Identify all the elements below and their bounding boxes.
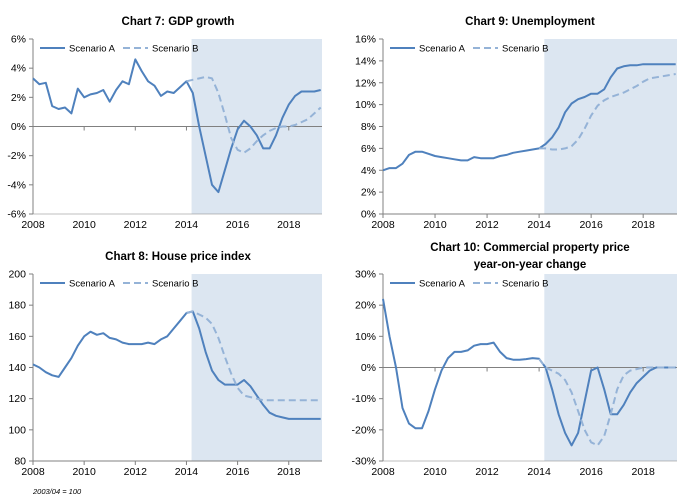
commercial-property-x-tick-label: 2014: [527, 466, 551, 478]
commercial-property-y-tick-label: 20%: [355, 300, 376, 312]
gdp-series-scenario-a: [32, 58, 321, 194]
unemployment-legend-scenario-a-label: Scenario A: [419, 44, 466, 55]
gdp-x-tick-label: 2016: [226, 219, 250, 231]
commercial-property-y-tick-label: -20%: [351, 424, 376, 436]
commercial-property-y-tick-label: -30%: [351, 456, 376, 468]
unemployment-x-tick-label: 2012: [475, 219, 499, 231]
gdp-series-scenario-b: [186, 75, 322, 154]
unemployment-x-tick-label: 2014: [527, 219, 551, 231]
house-price-y-tick-label: 180: [8, 300, 26, 312]
commercial-property-x-tick-label: 2010: [423, 466, 447, 478]
unemployment-y-tick-label: 8%: [361, 121, 376, 133]
unemployment-title-line-1: Chart 9: Unemployment: [465, 16, 595, 28]
house-price-title-line-1: Chart 8: House price index: [105, 251, 251, 263]
unemployment-x-tick-label: 2008: [371, 219, 395, 231]
house-price-x-tick-label: 2010: [72, 466, 96, 478]
house-price-index-chart: Chart 8: House price index 80 100 120 140 160…: [8, 251, 322, 478]
house-price-legend-scenario-b-label: Scenario B: [152, 279, 198, 290]
gdp-x-tick-label: 2008: [21, 219, 45, 231]
commercial-property-x-tick-label: 2012: [475, 466, 499, 478]
commercial-property-y-tick-label: 30%: [355, 269, 376, 281]
house-price-y-tick-label: 200: [8, 269, 26, 281]
gdp-y-tick-label: -2%: [7, 150, 26, 162]
unemployment-y-tick-label: 14%: [355, 55, 376, 67]
house-price-projection-shade: [191, 274, 322, 461]
house-price-x-tick-label: 2016: [226, 466, 250, 478]
unemployment-x-tick-label: 2018: [631, 219, 655, 231]
house-price-x-tick-label: 2018: [277, 466, 301, 478]
gdp-y-tick-label: -4%: [7, 179, 26, 191]
unemployment-series-scenario-b: [539, 73, 676, 151]
gdp-title-line-1: Chart 7: GDP growth: [122, 16, 235, 28]
unemployment-y-tick-label: 2%: [361, 187, 376, 199]
gdp-legend-scenario-a-label: Scenario A: [69, 44, 116, 55]
gdp-x-tick-label: 2012: [124, 219, 148, 231]
commercial-property-title-line-2: year-on-year change: [474, 259, 587, 271]
house-price-x-tick-label: 2008: [21, 466, 45, 478]
commercial-property-x-tick-label: 2018: [631, 466, 655, 478]
unemployment-y-tick-label: 16%: [355, 34, 376, 46]
house-price-y-tick-label: 120: [8, 393, 26, 405]
house-price-y-tick-label: 100: [8, 424, 26, 436]
gdp-legend-scenario-b-label: Scenario B: [152, 44, 198, 55]
commercial-property-series-scenario-b: [538, 358, 676, 447]
house-price-series-scenario-b: [186, 310, 321, 402]
gdp-y-tick-label: 2%: [11, 92, 26, 104]
commercial-property-y-tick-label: 0%: [361, 362, 376, 374]
unemployment-y-tick-label: 6%: [361, 143, 376, 155]
unemployment-y-tick-label: 0%: [361, 209, 376, 221]
unemployment-y-tick-label: 4%: [361, 165, 376, 177]
gdp-x-tick-label: 2018: [277, 219, 301, 231]
house-price-series-scenario-a: [32, 310, 321, 420]
unemployment-y-tick-label: 12%: [355, 77, 376, 89]
house-price-y-tick-label: 80: [14, 456, 26, 468]
house-price-x-tick-label: 2014: [175, 466, 199, 478]
commercial-property-y-tick-label: 10%: [355, 331, 376, 343]
unemployment-chart: Chart 9: Unemployment 0% 2% 4% 6% 8% 10% 12% 14%…: [355, 16, 677, 231]
commercial-property-series-scenario-a: [382, 298, 676, 447]
commercial-property-price-chart: Chart 10: Commercial property price year-…: [351, 242, 677, 478]
house-price-y-tick-label: 160: [8, 331, 26, 343]
gdp-x-tick-label: 2014: [175, 219, 199, 231]
gdp-y-tick-label: 6%: [11, 34, 26, 46]
gdp-y-tick-label: 4%: [11, 63, 26, 75]
unemployment-y-tick-label: 10%: [355, 99, 376, 111]
unemployment-series-scenario-a: [382, 63, 676, 172]
commercial-property-legend-scenario-a-label: Scenario A: [419, 279, 466, 290]
gdp-y-tick-label: 0%: [11, 121, 26, 133]
gdp-growth-chart: Chart 7: GDP growth -6% -4% -2% 0% 2% 4% 6% 2008…: [7, 16, 322, 231]
index-base-note: 2003/04 = 100: [32, 487, 82, 496]
commercial-property-x-tick-label: 2008: [371, 466, 395, 478]
house-price-x-tick-label: 2012: [124, 466, 148, 478]
commercial-property-x-tick-label: 2016: [579, 466, 603, 478]
commercial-property-y-tick-label: -10%: [351, 393, 376, 405]
unemployment-x-tick-label: 2016: [579, 219, 603, 231]
house-price-legend-scenario-a-label: Scenario A: [69, 279, 116, 290]
unemployment-legend-scenario-b-label: Scenario B: [502, 44, 548, 55]
unemployment-projection-shade: [544, 39, 677, 214]
gdp-x-tick-label: 2010: [72, 219, 96, 231]
house-price-y-tick-label: 140: [8, 362, 26, 374]
gdp-y-tick-label: -6%: [7, 209, 26, 221]
commercial-property-title-line-1: Chart 10: Commercial property price: [430, 242, 629, 254]
commercial-property-legend-scenario-b-label: Scenario B: [502, 279, 548, 290]
unemployment-x-tick-label: 2010: [423, 219, 447, 231]
